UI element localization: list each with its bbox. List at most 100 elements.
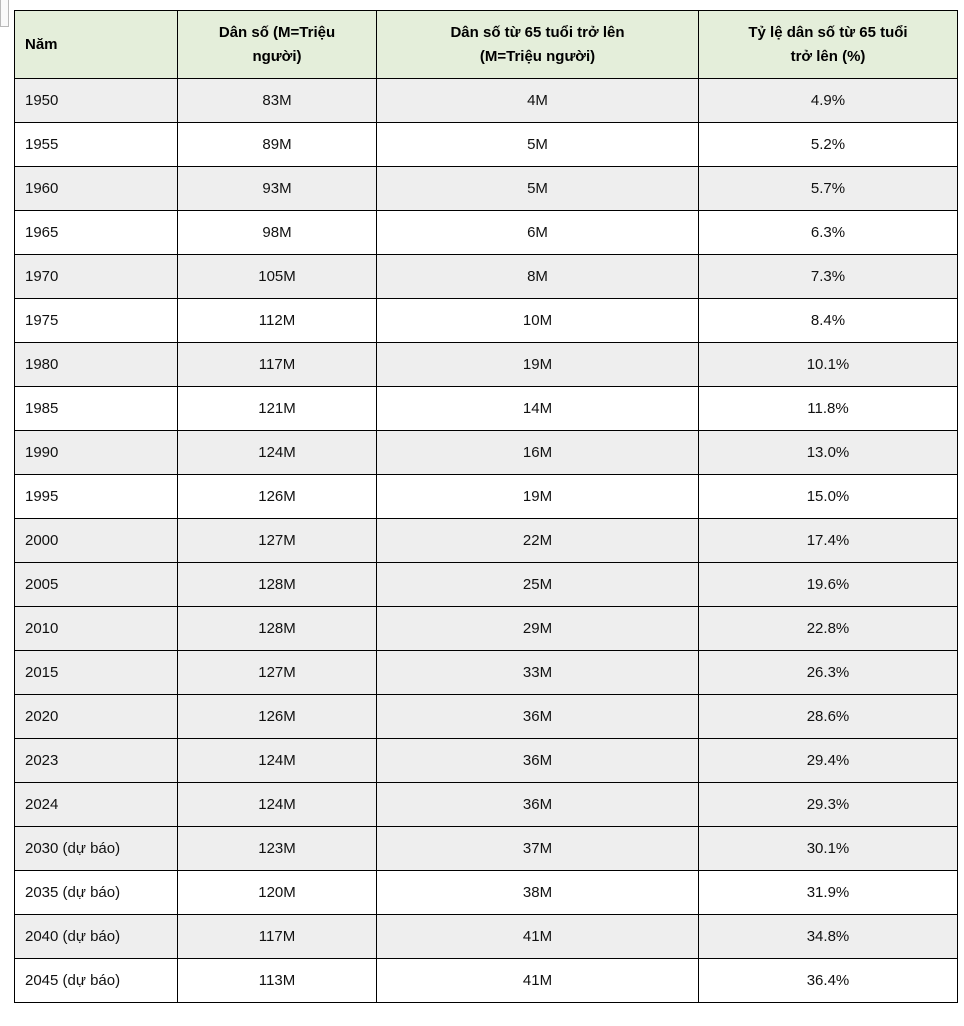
table-row: 2010 128M 29M 22.8% xyxy=(14,606,958,651)
elderly-cell: 8M xyxy=(376,254,699,299)
table-row: 1985 121M 14M 11.8% xyxy=(14,386,958,431)
table-row: 2023 124M 36M 29.4% xyxy=(14,738,958,783)
table-row: 2045 (dự báo) 113M 41M 36.4% xyxy=(14,958,958,1003)
header-year-label: Năm xyxy=(25,35,58,53)
year-cell: 1950 xyxy=(14,78,178,123)
table-row: 1995 126M 19M 15.0% xyxy=(14,474,958,519)
table-row: 2035 (dự báo) 120M 38M 31.9% xyxy=(14,870,958,915)
elderly-cell: 6M xyxy=(376,210,699,255)
population-cell: 127M xyxy=(177,650,377,695)
elderly-cell: 14M xyxy=(376,386,699,431)
population-cell: 126M xyxy=(177,694,377,739)
ratio-cell: 11.8% xyxy=(698,386,958,431)
window-edge-artifact xyxy=(0,0,9,27)
year-cell: 2000 xyxy=(14,518,178,563)
year-cell: 1995 xyxy=(14,474,178,519)
table-row: 1955 89M 5M 5.2% xyxy=(14,122,958,167)
year-cell: 1985 xyxy=(14,386,178,431)
year-cell: 2035 (dự báo) xyxy=(14,870,178,915)
header-year: Năm xyxy=(14,10,178,79)
year-cell: 1975 xyxy=(14,298,178,343)
population-cell: 117M xyxy=(177,342,377,387)
population-cell: 128M xyxy=(177,562,377,607)
ratio-cell: 22.8% xyxy=(698,606,958,651)
ratio-cell: 8.4% xyxy=(698,298,958,343)
population-cell: 98M xyxy=(177,210,377,255)
ratio-cell: 28.6% xyxy=(698,694,958,739)
year-cell: 2030 (dự báo) xyxy=(14,826,178,871)
ratio-cell: 30.1% xyxy=(698,826,958,871)
elderly-cell: 16M xyxy=(376,430,699,475)
elderly-cell: 41M xyxy=(376,958,699,1003)
population-cell: 112M xyxy=(177,298,377,343)
year-cell: 2010 xyxy=(14,606,178,651)
population-cell: 126M xyxy=(177,474,377,519)
table-row: 1980 117M 19M 10.1% xyxy=(14,342,958,387)
year-cell: 2023 xyxy=(14,738,178,783)
ratio-cell: 7.3% xyxy=(698,254,958,299)
table-row: 2040 (dự báo) 117M 41M 34.8% xyxy=(14,914,958,959)
table-body: 1950 83M 4M 4.9% 1955 89M 5M 5.2% 1960 93M 5M 5.7% 1… xyxy=(14,78,958,1003)
population-cell: 121M xyxy=(177,386,377,431)
table-row: 1965 98M 6M 6.3% xyxy=(14,210,958,255)
ratio-cell: 4.9% xyxy=(698,78,958,123)
year-cell: 2020 xyxy=(14,694,178,739)
table-row: 2005 128M 25M 19.6% xyxy=(14,562,958,607)
population-cell: 124M xyxy=(177,738,377,783)
elderly-cell: 5M xyxy=(376,122,699,167)
population-cell: 105M xyxy=(177,254,377,299)
table-row: 1990 124M 16M 13.0% xyxy=(14,430,958,475)
population-cell: 123M xyxy=(177,826,377,871)
population-cell: 128M xyxy=(177,606,377,651)
table-row: 2015 127M 33M 26.3% xyxy=(14,650,958,695)
year-cell: 2040 (dự báo) xyxy=(14,914,178,959)
ratio-cell: 31.9% xyxy=(698,870,958,915)
elderly-cell: 36M xyxy=(376,782,699,827)
elderly-cell: 19M xyxy=(376,474,699,519)
population-table: Năm Dân số (M=Triệu người) Dân số từ 65 … xyxy=(14,10,958,1003)
header-elderly-ratio: Tỷ lệ dân số từ 65 tuổi trở lên (%) xyxy=(698,10,958,79)
year-cell: 2015 xyxy=(14,650,178,695)
year-cell: 1990 xyxy=(14,430,178,475)
ratio-cell: 5.7% xyxy=(698,166,958,211)
table-row: 1970 105M 8M 7.3% xyxy=(14,254,958,299)
year-cell: 1960 xyxy=(14,166,178,211)
elderly-cell: 33M xyxy=(376,650,699,695)
year-cell: 1980 xyxy=(14,342,178,387)
year-cell: 1965 xyxy=(14,210,178,255)
table-row: 2024 124M 36M 29.3% xyxy=(14,782,958,827)
population-cell: 124M xyxy=(177,782,377,827)
population-cell: 89M xyxy=(177,122,377,167)
ratio-cell: 5.2% xyxy=(698,122,958,167)
population-cell: 83M xyxy=(177,78,377,123)
elderly-cell: 38M xyxy=(376,870,699,915)
table-row: 2020 126M 36M 28.6% xyxy=(14,694,958,739)
elderly-cell: 5M xyxy=(376,166,699,211)
ratio-cell: 17.4% xyxy=(698,518,958,563)
table-row: 1975 112M 10M 8.4% xyxy=(14,298,958,343)
ratio-cell: 26.3% xyxy=(698,650,958,695)
elderly-cell: 36M xyxy=(376,738,699,783)
elderly-cell: 25M xyxy=(376,562,699,607)
elderly-cell: 29M xyxy=(376,606,699,651)
population-cell: 113M xyxy=(177,958,377,1003)
ratio-cell: 6.3% xyxy=(698,210,958,255)
elderly-cell: 22M xyxy=(376,518,699,563)
table-row: 1960 93M 5M 5.7% xyxy=(14,166,958,211)
header-elderly-population: Dân số từ 65 tuổi trở lên (M=Triệu người… xyxy=(376,10,699,79)
population-cell: 124M xyxy=(177,430,377,475)
year-cell: 2005 xyxy=(14,562,178,607)
elderly-cell: 37M xyxy=(376,826,699,871)
ratio-cell: 36.4% xyxy=(698,958,958,1003)
ratio-cell: 29.3% xyxy=(698,782,958,827)
table-header-row: Năm Dân số (M=Triệu người) Dân số từ 65 … xyxy=(14,10,958,79)
ratio-cell: 19.6% xyxy=(698,562,958,607)
elderly-cell: 4M xyxy=(376,78,699,123)
ratio-cell: 29.4% xyxy=(698,738,958,783)
table-row: 1950 83M 4M 4.9% xyxy=(14,78,958,123)
elderly-cell: 36M xyxy=(376,694,699,739)
year-cell: 1970 xyxy=(14,254,178,299)
table-row: 2000 127M 22M 17.4% xyxy=(14,518,958,563)
population-cell: 127M xyxy=(177,518,377,563)
ratio-cell: 34.8% xyxy=(698,914,958,959)
